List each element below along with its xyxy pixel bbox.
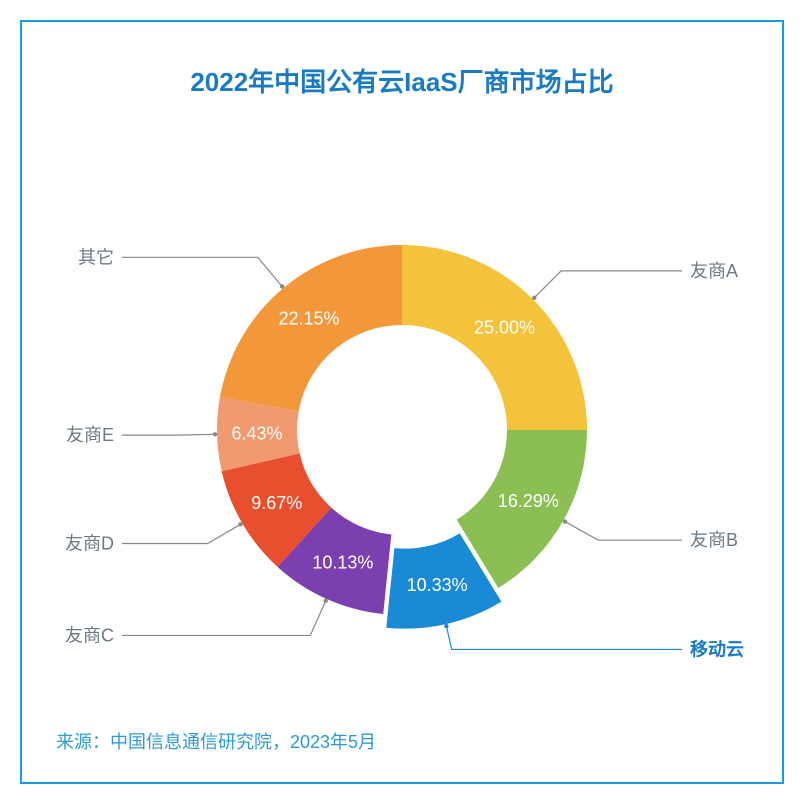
slice-label: 其它 [78, 247, 114, 267]
slice-label: 友商A [690, 261, 738, 281]
donut-chart: 25.00% 友商A 16.29% 友商B 10.33% 移动云 10.13% 友商C 9.67… [22, 22, 778, 778]
slice-label: 友商C [65, 625, 114, 645]
slice-percent: 10.13% [312, 552, 373, 572]
leader-dot [238, 522, 242, 526]
source-text: 来源：中国信息通信研究院，2023年5月 [56, 728, 376, 754]
leader-dot [532, 296, 536, 300]
leader-dot [444, 624, 448, 628]
leader-line [122, 257, 282, 286]
slice-percent: 16.29% [498, 491, 559, 511]
leader-line [122, 601, 326, 636]
chart-frame: 2022年中国公有云IaaS厂商市场占比 25.00%友商A16.29%友商B1… [20, 20, 784, 784]
leader-line [565, 522, 682, 541]
leader-line [122, 524, 241, 543]
slice-label: 友商D [65, 533, 114, 553]
leader-dot [324, 599, 328, 603]
leader-line [122, 434, 215, 435]
leader-dot [563, 519, 567, 523]
slice-label: 友商E [66, 425, 114, 445]
slice-percent: 6.43% [232, 423, 283, 443]
leader-dot [280, 284, 284, 288]
leader-line [534, 271, 682, 298]
slice-label: 移动云 [690, 638, 744, 659]
slice-percent: 25.00% [474, 317, 535, 337]
slice-percent: 22.15% [279, 309, 340, 329]
slice-percent: 9.67% [251, 493, 302, 513]
leader-dot [213, 432, 217, 436]
slice-label: 友商B [690, 530, 738, 550]
slice-percent: 10.33% [407, 575, 468, 595]
leader-line [446, 626, 682, 649]
